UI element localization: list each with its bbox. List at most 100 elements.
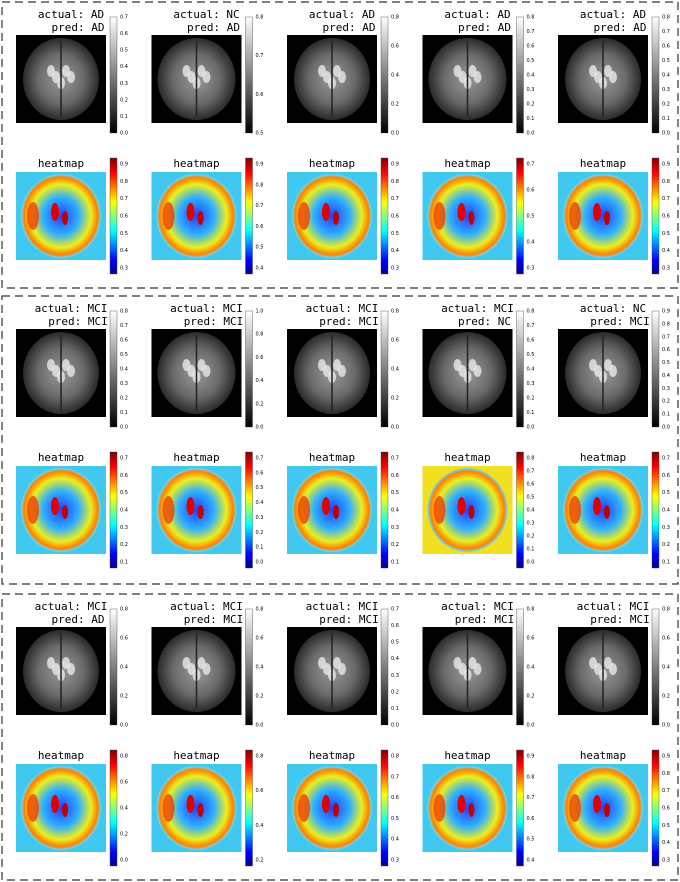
heatmap-hot: [457, 795, 466, 813]
gray-tick-label: 0.3: [527, 87, 535, 93]
actual-label: actual: MCI: [306, 600, 379, 613]
heat-tick-label: 0.1: [391, 560, 399, 566]
heatmap-title: heatmap: [38, 749, 84, 762]
heat-tick-label: 0.2: [256, 530, 264, 536]
gray-colorbar: [380, 608, 389, 726]
gray-tick-label: 0.9: [662, 309, 670, 315]
gray-tick-label: 0.0: [256, 425, 264, 431]
gray-colorbar: [245, 310, 253, 428]
gray-tick-label: 0.5: [662, 58, 670, 64]
gray-tick-label: 0.6: [527, 44, 535, 50]
heat-tick-label: 0.8: [256, 182, 264, 188]
gray-tick-label: 0.0: [527, 425, 535, 431]
mri-blob: [67, 365, 75, 377]
gray-tick-label: 0.7: [527, 29, 535, 35]
heat-tick-label: 0.7: [527, 469, 535, 475]
gray-tick-label: 0.8: [391, 15, 399, 21]
heat-tick-label: 0.8: [120, 754, 128, 760]
heatmap-title: heatmap: [444, 451, 490, 464]
heat-tick-label: 0.9: [662, 162, 670, 168]
pred-label: pred: MCI: [319, 613, 379, 626]
mri-blob: [338, 71, 346, 83]
heat-colorbar: [109, 451, 118, 569]
heat-tick-label: 0.5: [120, 490, 128, 496]
heat-tick-label: 0.6: [256, 470, 264, 476]
gray-tick-label: 0.5: [120, 48, 128, 54]
actual-label: actual: MCI: [441, 600, 514, 613]
gray-tick-label: 0.2: [120, 396, 128, 402]
heatmap-hot: [322, 795, 330, 813]
gray-tick-label: 0.4: [662, 373, 670, 379]
heatmap-hot: [468, 211, 475, 225]
gray-tick-label: 0.5: [662, 360, 670, 366]
heat-colorbar: [380, 749, 389, 867]
pred-label: pred: AD: [458, 21, 511, 34]
gray-tick-label: 0.3: [527, 381, 535, 387]
heatmap-hot: [569, 794, 581, 822]
heat-tick-label: 0.8: [527, 774, 535, 780]
gray-tick-label: 0.8: [120, 607, 128, 613]
gray-tick-label: 0.7: [256, 53, 264, 59]
heatmap-hot: [186, 795, 195, 813]
heat-tick-label: 0.7: [120, 196, 128, 202]
heat-tick-label: 0.4: [527, 508, 535, 514]
heat-tick-label: 0.5: [256, 245, 264, 251]
gray-tick-label: 0.0: [120, 131, 128, 137]
heatmap-brain: [427, 174, 508, 258]
heat-tick-label: 0.5: [120, 231, 128, 237]
gray-tick-label: 1.0: [256, 309, 264, 315]
gray-tick-label: 0.2: [256, 694, 264, 700]
heat-tick-label: 0.3: [391, 858, 399, 864]
heat-tick-label: 0.6: [391, 473, 399, 479]
heat-tick-label: 0.6: [527, 482, 535, 488]
heatmap-hot: [62, 803, 68, 817]
mri-blob: [338, 663, 346, 675]
gray-tick-label: 0.6: [391, 44, 399, 50]
gray-tick-label: 0.8: [527, 607, 535, 613]
heatmap-title: heatmap: [444, 749, 490, 762]
heatmap-hot: [433, 202, 446, 230]
heat-tick-label: 0.6: [662, 473, 670, 479]
heat-tick-label: 0.7: [391, 456, 399, 462]
pred-label: pred: AD: [52, 613, 105, 626]
heat-tick-label: 0.7: [120, 456, 128, 462]
gray-colorbar: [651, 16, 660, 134]
gray-tick-label: 0.0: [662, 425, 670, 431]
heat-tick-label: 0.4: [120, 806, 128, 812]
heat-tick-label: 0.6: [527, 188, 535, 194]
heatmap-brain: [21, 174, 101, 258]
heat-tick-label: 0.6: [391, 214, 399, 220]
heat-tick-label: 0.9: [527, 754, 535, 760]
gray-tick-label: 0.5: [527, 352, 535, 358]
heat-tick-label: 0.2: [256, 858, 264, 864]
heat-tick-label: 0.4: [120, 248, 128, 254]
heat-tick-label: 0.9: [256, 162, 264, 168]
gray-tick-label: 0.4: [120, 665, 128, 671]
heat-colorbar: [516, 157, 524, 275]
gray-tick-label: 0.3: [391, 673, 399, 679]
heat-tick-label: 0.4: [527, 858, 535, 864]
heat-colorbar: [516, 451, 524, 569]
heat-tick-label: 0.3: [662, 525, 670, 531]
heat-colorbar: [245, 451, 253, 569]
gray-tick-label: 0.0: [391, 425, 399, 431]
pred-label: pred: AD: [52, 21, 105, 34]
heat-tick-label: 0.5: [527, 214, 535, 220]
heat-tick-label: 0.6: [256, 224, 264, 230]
heat-colorbar: [380, 451, 389, 569]
actual-label: actual: NC: [173, 8, 239, 21]
heatmap-hot: [457, 497, 466, 515]
heat-tick-label: 0.5: [527, 495, 535, 501]
gray-tick-label: 0.6: [120, 338, 128, 344]
pred-label: pred: AD: [594, 21, 647, 34]
heatmap-hot: [51, 795, 59, 813]
gray-colorbar: [109, 16, 118, 134]
heatmap-title: heatmap: [580, 749, 626, 762]
heat-tick-label: 0.6: [120, 214, 128, 220]
mri-blob: [609, 365, 617, 377]
gray-tick-label: 0.0: [391, 723, 399, 729]
heatmap-hot: [433, 496, 446, 524]
heatmap-title: heatmap: [173, 451, 219, 464]
heat-tick-label: 0.5: [662, 231, 670, 237]
gray-tick-label: 0.5: [527, 58, 535, 64]
